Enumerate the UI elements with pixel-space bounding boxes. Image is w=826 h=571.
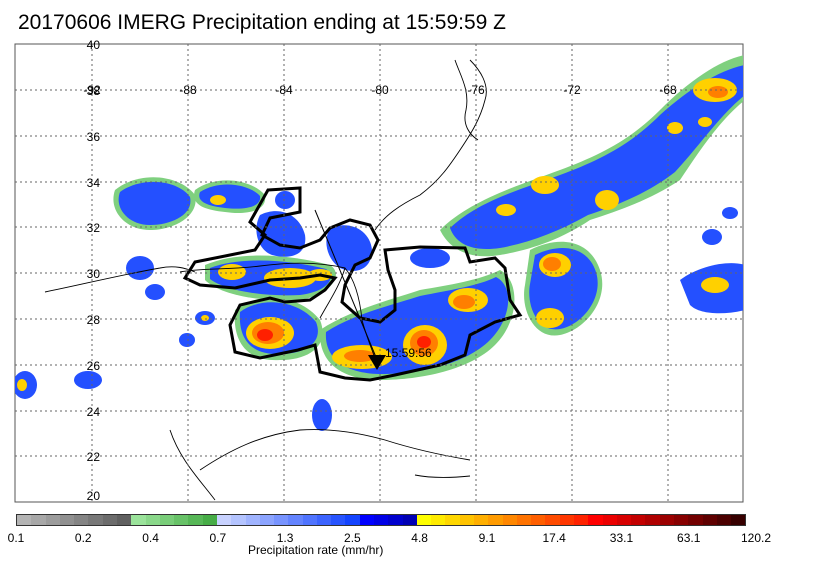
lat-label: 32: [87, 221, 101, 235]
colorbar-swatch: [645, 515, 660, 525]
colorbar-swatch: [259, 515, 275, 525]
track-time-label: 15:59:56: [385, 346, 432, 360]
colorbar: [16, 514, 746, 526]
longitude-labels: -92 -88 -84 -80 -76 -72 -68: [83, 83, 677, 97]
colorbar-swatch: [188, 515, 203, 525]
colorbar-swatch: [474, 515, 489, 525]
colorbar-swatch: [102, 515, 117, 525]
colorbar-swatch: [688, 515, 703, 525]
colorbar-swatch: [31, 515, 46, 525]
colorbar-title: Precipitation rate (mm/hr): [248, 543, 384, 557]
colorbar-swatch: [545, 515, 560, 525]
colorbar-label: 4.8: [411, 531, 428, 545]
lat-label: 40: [87, 38, 101, 52]
colorbar-swatch: [631, 515, 646, 525]
lat-label: 36: [87, 130, 101, 144]
lon-label: -72: [563, 83, 581, 97]
colorbar-label: 0.2: [74, 531, 92, 545]
lon-label: -76: [467, 83, 485, 97]
colorbar-swatch: [331, 515, 346, 525]
colorbar-swatch: [17, 515, 32, 525]
colorbar-swatch: [45, 515, 60, 525]
colorbar-label: 9.1: [478, 531, 496, 545]
colorbar-swatch: [302, 515, 317, 525]
lon-label: -92: [83, 83, 101, 97]
lat-label: 38: [87, 84, 101, 98]
lat-label: 20: [87, 489, 101, 503]
colorbar-label: 1.3: [276, 531, 294, 545]
lon-label: -68: [659, 83, 677, 97]
colorbar-swatch: [359, 515, 375, 525]
lat-label: 34: [87, 176, 101, 190]
latitude-labels: 40 38 36 34 32 30 28 26 24 22 20: [87, 38, 101, 503]
colorbar-swatch: [202, 515, 217, 525]
colorbar-label: 63.1: [677, 531, 701, 545]
colorbar-swatch: [488, 515, 503, 525]
triangle-down-icon: [368, 355, 386, 370]
colorbar-swatch: [431, 515, 446, 525]
lat-label: 26: [87, 359, 101, 373]
colorbar-swatch: [116, 515, 132, 525]
colorbar-swatch: [516, 515, 532, 525]
colorbar-swatch: [531, 515, 546, 525]
colorbar-swatch: [459, 515, 474, 525]
colorbar-swatch: [174, 515, 189, 525]
colorbar-swatch: [88, 515, 103, 525]
lon-label: -88: [179, 83, 197, 97]
colorbar-label: 0.1: [7, 531, 25, 545]
colorbar-swatch: [216, 515, 232, 525]
colorbar-swatch: [145, 515, 160, 525]
colorbar-label: 17.4: [542, 531, 566, 545]
colorbar-swatch: [659, 515, 674, 525]
colorbar-swatch: [288, 515, 303, 525]
colorbar-label: 33.1: [609, 531, 634, 545]
colorbar-swatch: [402, 515, 417, 525]
colorbar-swatch: [231, 515, 246, 525]
colorbar-swatch: [588, 515, 603, 525]
coastlines: [44, 59, 487, 501]
colorbar-swatch: [74, 515, 89, 525]
colorbar-swatch: [274, 515, 289, 525]
colorbar-swatch: [159, 515, 175, 525]
colorbar-swatch: [731, 515, 746, 525]
colorbar-label: 120.2: [740, 531, 772, 545]
page-title: 20170606 IMERG Precipitation ending at 1…: [18, 11, 506, 34]
colorbar-swatch: [716, 515, 732, 525]
colorbar-swatch: [602, 515, 617, 525]
colorbar-swatch: [388, 515, 403, 525]
colorbar-swatch: [416, 515, 432, 525]
colorbar-swatch: [245, 515, 260, 525]
colorbar-swatch: [673, 515, 689, 525]
colorbar-label: 0.7: [209, 531, 227, 545]
colorbar-swatch: [502, 515, 517, 525]
colorbar-swatch: [573, 515, 589, 525]
swath-outline: [182, 186, 523, 382]
lat-label: 22: [87, 450, 101, 464]
colorbar-swatch: [445, 515, 460, 525]
colorbar-label: 2.5: [344, 531, 361, 545]
colorbar-swatch: [374, 515, 389, 525]
gridlines: [15, 44, 743, 502]
lon-label: -80: [371, 83, 389, 97]
colorbar-swatch: [345, 515, 360, 525]
colorbar-swatch: [702, 515, 717, 525]
colorbar-swatch: [131, 515, 146, 525]
colorbar-swatch: [316, 515, 332, 525]
colorbar-swatch: [616, 515, 632, 525]
colorbar-label: 0.4: [142, 531, 159, 545]
lon-label: -84: [275, 83, 293, 97]
colorbar-swatch: [559, 515, 574, 525]
lat-label: 24: [87, 405, 101, 419]
lat-label: 28: [87, 313, 101, 327]
colorbar-swatch: [59, 515, 75, 525]
lat-label: 30: [87, 267, 101, 281]
